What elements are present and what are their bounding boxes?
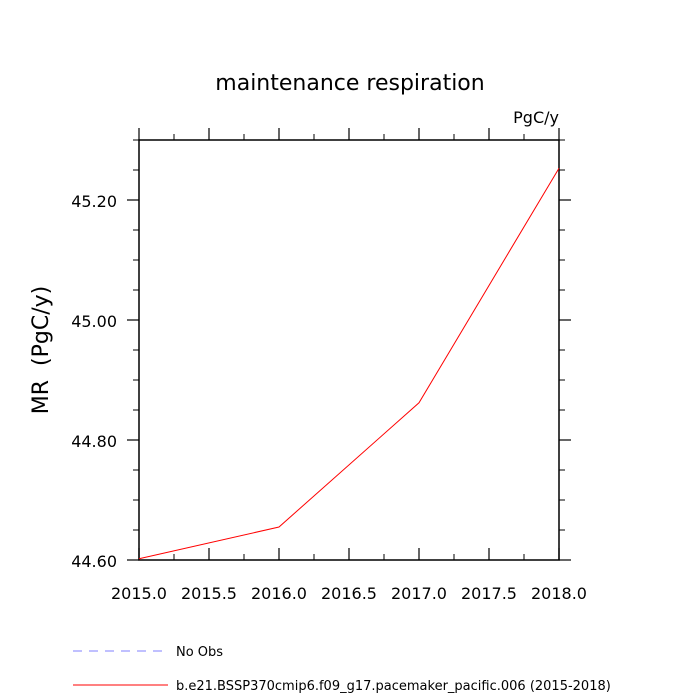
y-tick-label: 44.60 bbox=[71, 552, 117, 571]
legend-label: b.e21.BSSP370cmip6.f09_g17.pacemaker_pac… bbox=[176, 679, 611, 694]
x-tick-label: 2017.5 bbox=[461, 584, 517, 603]
y-tick-label: 45.00 bbox=[71, 312, 117, 331]
x-tick-label: 2016.0 bbox=[251, 584, 307, 603]
y-axis-label: MR (PgC/y) bbox=[29, 286, 54, 414]
x-tick-label: 2017.0 bbox=[391, 584, 447, 603]
x-tick-label: 2015.0 bbox=[111, 584, 167, 603]
chart-title: maintenance respiration bbox=[215, 71, 484, 96]
y-tick-label: 45.20 bbox=[71, 192, 117, 211]
series-line bbox=[138, 167, 560, 560]
plot-frame bbox=[138, 139, 560, 561]
x-tick-label: 2016.5 bbox=[321, 584, 377, 603]
plot-area: 2015.0 2015.5 2016.0 2016.5 2017.0 2017.5 2018… bbox=[71, 128, 587, 603]
y-tick-label: 44.80 bbox=[71, 432, 117, 451]
legend: No Obs b.e21.BSSP370cmip6.f09_g17.pacemak… bbox=[73, 645, 611, 694]
x-tick-label: 2015.5 bbox=[181, 584, 237, 603]
units-label: PgC/y bbox=[513, 108, 559, 127]
x-tick-label: 2018.0 bbox=[531, 584, 587, 603]
legend-label: No Obs bbox=[176, 645, 223, 660]
